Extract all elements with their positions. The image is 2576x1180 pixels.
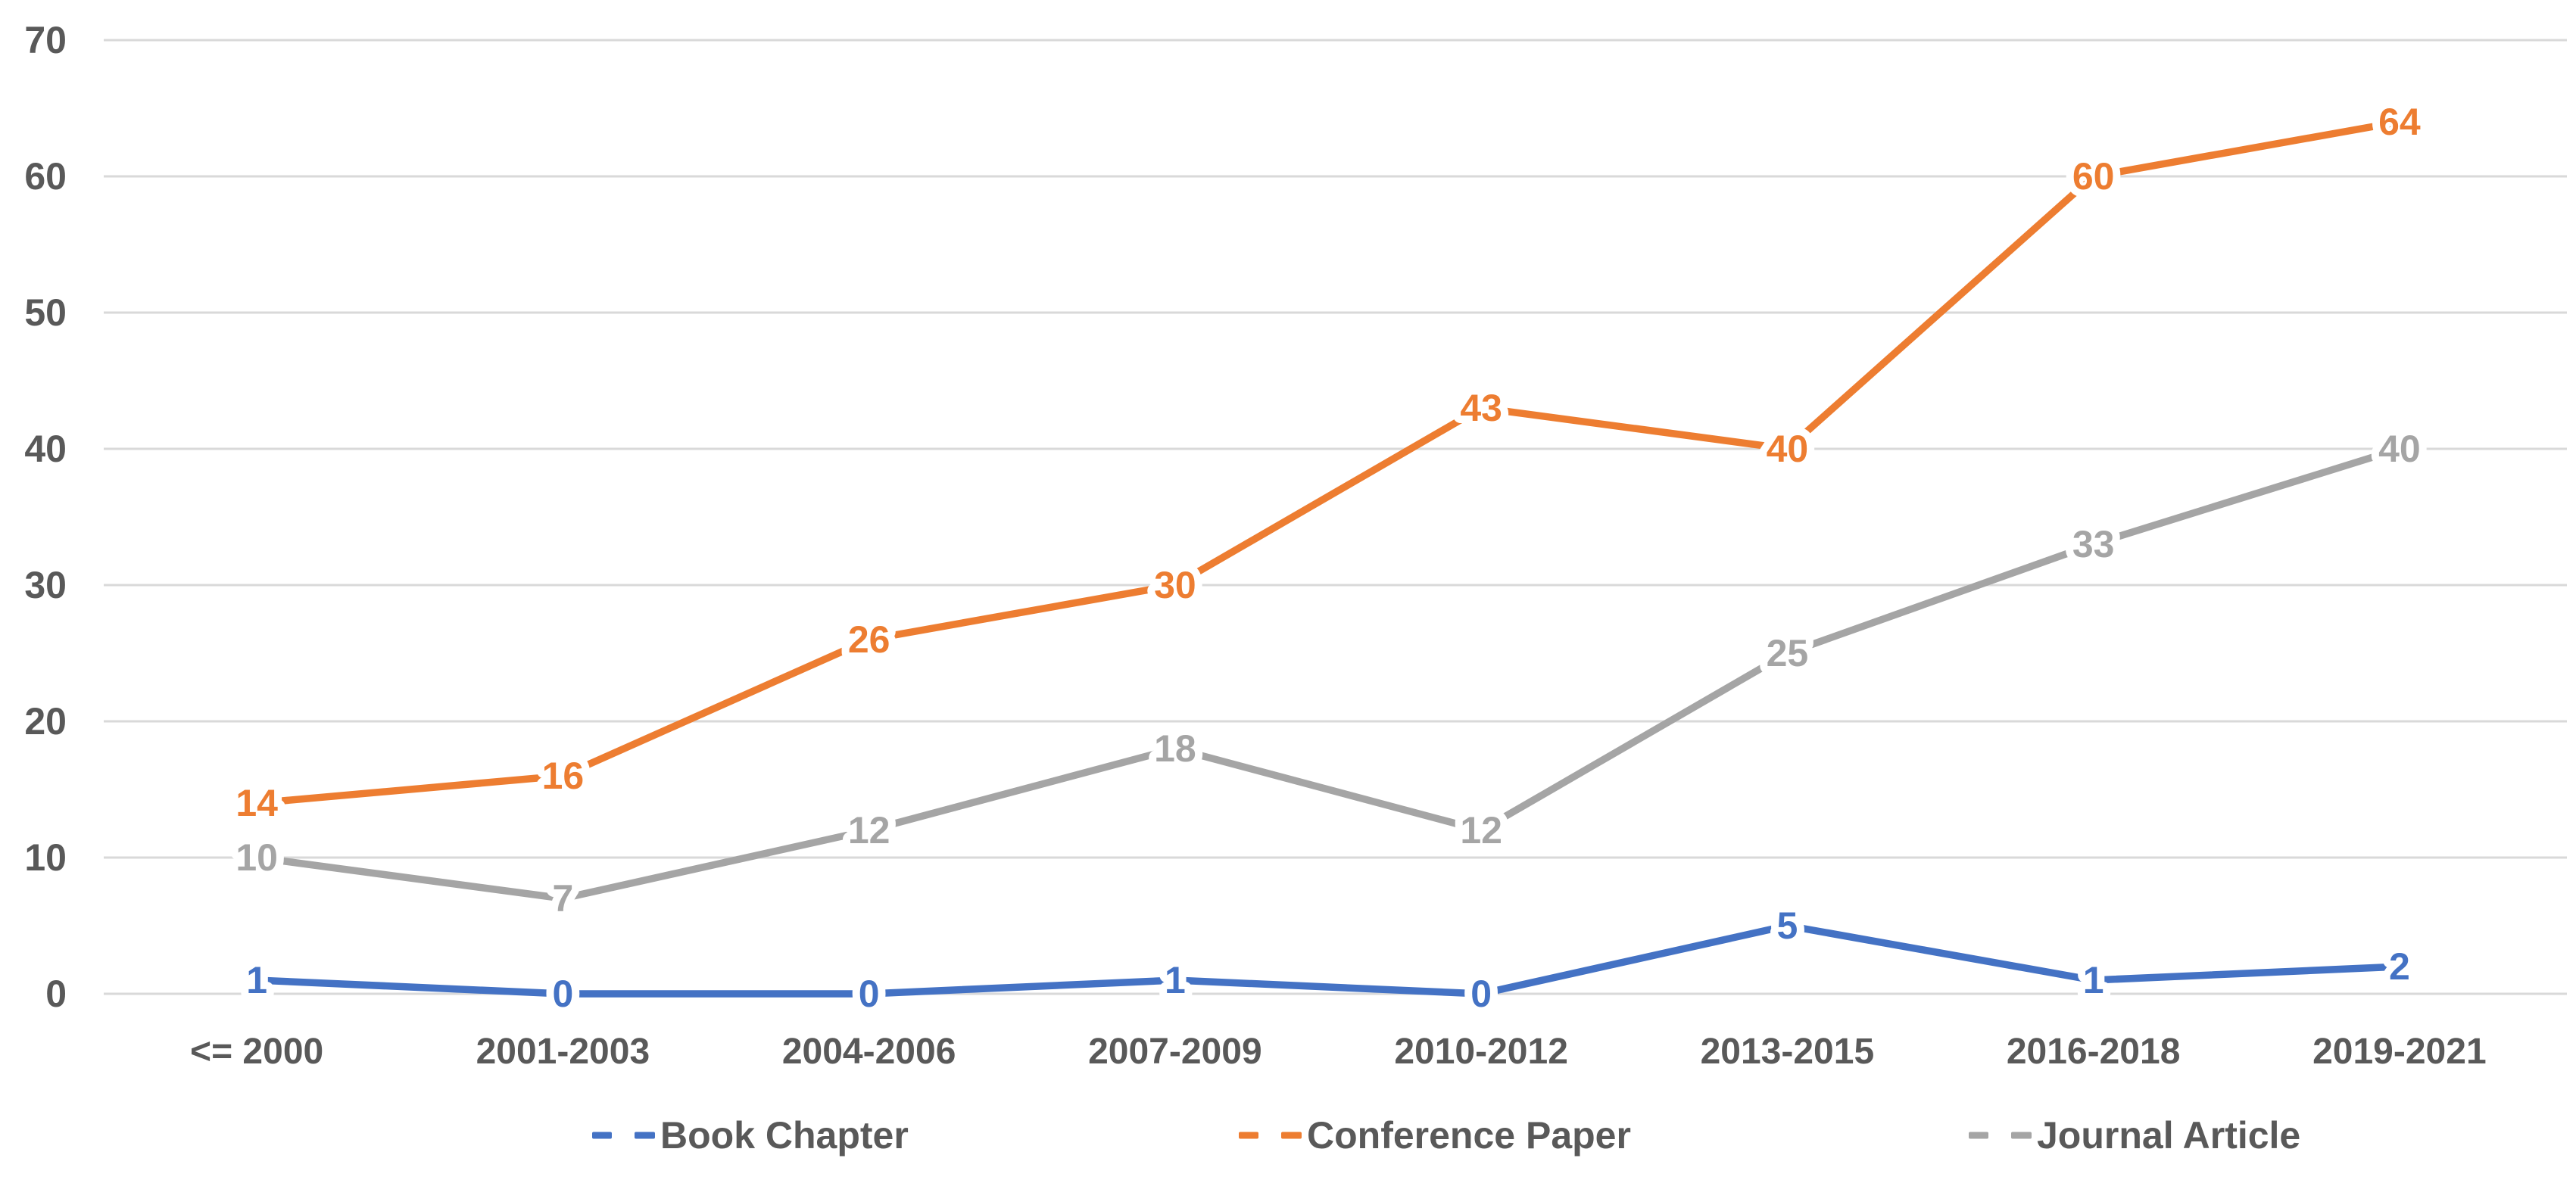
y-axis-tick-label-0: 0 (45, 973, 67, 1015)
y-axis-tick-label-20: 20 (24, 700, 67, 743)
data-label-book-chapter-2004-2006: 0 (859, 973, 880, 1015)
data-label-journal-article-2004-2006: 12 (848, 809, 890, 852)
y-axis-tick-label-10: 10 (24, 836, 67, 879)
legend-line-dash-icon (2011, 1132, 2032, 1139)
data-label-book-chapter-2010-2012: 0 (1470, 973, 1492, 1015)
series-line-journal-article (253, 445, 2403, 902)
legend-line-dash-icon (1281, 1132, 1302, 1139)
y-axis-tick-label-60: 60 (24, 155, 67, 198)
x-axis-category-label-2010-2012: 2010-2012 (1394, 1032, 1568, 1072)
data-label-book-chapter-2013-2015: 5 (1776, 904, 1798, 947)
x-axis-category-label-2004-2006: 2004-2006 (782, 1032, 956, 1072)
data-label-book-chapter-2019-2021: 2 (2389, 945, 2410, 988)
legend-label-journal-article: Journal Article (2037, 1114, 2300, 1157)
data-label-book-chapter-2016-2018: 1 (2083, 959, 2104, 1001)
legend-item-conference-paper: Conference Paper (1239, 1114, 1631, 1157)
series-lines (253, 118, 2403, 998)
legend-line-dash-icon (635, 1132, 655, 1139)
x-axis-category-label-2001-2003: 2001-2003 (476, 1032, 650, 1072)
data-label-conference-paper-2007-2009: 30 (1154, 564, 1196, 606)
data-label-journal-article-2013-2015: 25 (1767, 632, 1809, 674)
data-label-conference-paper-2004-2006: 26 (848, 618, 890, 661)
data-label-book-chapter-2000: 1 (246, 959, 267, 1001)
legend-line-dash-icon (1969, 1132, 1988, 1139)
data-label-journal-article-2010-2012: 12 (1460, 809, 1502, 852)
series-line-conference-paper (253, 118, 2403, 807)
data-label-book-chapter-2007-2009: 1 (1165, 959, 1186, 1001)
data-label-journal-article-2001-2003: 7 (552, 877, 573, 920)
y-axis-tick-label-40: 40 (24, 428, 67, 470)
gridlines (104, 39, 2567, 995)
x-axis-category-labels: <= 2000 2001-2003 2004-2006 2007-2009 2010-2… (190, 1032, 2487, 1072)
data-label-journal-article-2000: 10 (235, 836, 278, 879)
data-label-conference-paper-2016-2018: 60 (2072, 155, 2115, 198)
legend-item-journal-article: Journal Article (1969, 1114, 2300, 1157)
legend-label-book-chapter: Book Chapter (660, 1114, 909, 1157)
data-label-book-chapter-2001-2003: 0 (552, 973, 573, 1015)
y-axis-tick-label-70: 70 (24, 19, 67, 61)
y-axis-tick-label-30: 30 (24, 564, 67, 606)
y-axis-tick-labels: 0 10 20 30 40 50 60 70 (24, 19, 67, 1015)
data-label-conference-paper-2019-2021: 64 (2378, 101, 2421, 143)
legend-line-dash-icon (1239, 1132, 1258, 1139)
legend-line-dash-icon (592, 1132, 612, 1139)
legend-item-book-chapter: Book Chapter (592, 1114, 909, 1157)
y-axis-tick-label-50: 50 (24, 291, 67, 334)
data-label-journal-article-2016-2018: 33 (2072, 523, 2115, 565)
data-label-conference-paper-2013-2015: 40 (1767, 428, 1809, 470)
x-axis-category-label-2000: <= 2000 (190, 1032, 323, 1072)
data-label-conference-paper-2010-2012: 43 (1460, 387, 1502, 429)
legend-label-conference-paper: Conference Paper (1307, 1114, 1631, 1157)
chart-legend: Book Chapter Conference Paper Journal Arti… (592, 1114, 2300, 1157)
data-label-conference-paper-2000: 14 (235, 782, 278, 824)
series-line-book-chapter (253, 922, 2403, 998)
x-axis-category-label-2019-2021: 2019-2021 (2312, 1032, 2487, 1072)
x-axis-category-label-2013-2015: 2013-2015 (1701, 1032, 1875, 1072)
data-label-journal-article-2019-2021: 40 (2378, 428, 2421, 470)
x-axis-category-label-2007-2009: 2007-2009 (1088, 1032, 1262, 1072)
x-axis-category-label-2016-2018: 2016-2018 (2007, 1032, 2181, 1072)
data-label-conference-paper-2001-2003: 16 (542, 755, 585, 797)
data-label-journal-article-2007-2009: 18 (1154, 727, 1196, 770)
